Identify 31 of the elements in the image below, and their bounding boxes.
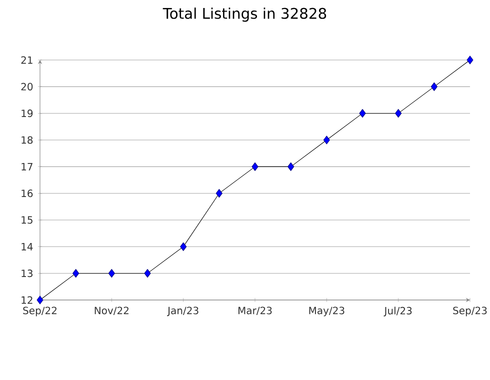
y-tick-label: 18 — [22, 136, 33, 144]
x-tick-label: Jan/23 — [167, 306, 198, 316]
point — [252, 162, 258, 171]
y-tick-label: 20 — [21, 82, 33, 90]
point — [466, 56, 474, 64]
y-tick-label: 14 — [22, 243, 33, 250]
chart-title: Total Listings in 32828 — [162, 8, 326, 22]
point — [323, 136, 330, 144]
x-tick-label: Sep/22 — [23, 306, 56, 316]
point — [288, 162, 294, 171]
point — [36, 296, 44, 304]
y-tick-label: 12 — [22, 296, 32, 304]
x-tick-label: Sep/23 — [453, 306, 487, 316]
point — [108, 269, 115, 278]
x-tick-label: May/23 — [309, 306, 344, 316]
point — [72, 269, 80, 278]
y-tick-label: 16 — [22, 190, 33, 198]
point — [180, 242, 187, 251]
x-tick-label: Jul/23 — [384, 306, 412, 316]
point — [395, 109, 402, 118]
y-tick-label: 13 — [22, 270, 32, 278]
point — [144, 269, 151, 278]
x-tick-label: Nov/22 — [94, 306, 128, 316]
y-tick-label: 19 — [22, 110, 33, 118]
point — [430, 82, 438, 91]
y-tick-label: 21 — [21, 56, 32, 64]
point — [216, 189, 222, 198]
point — [359, 109, 366, 118]
x-tick-label: Mar/23 — [238, 306, 272, 316]
y-tick-label: 17 — [22, 163, 32, 170]
y-tick-label: 15 — [22, 216, 32, 224]
